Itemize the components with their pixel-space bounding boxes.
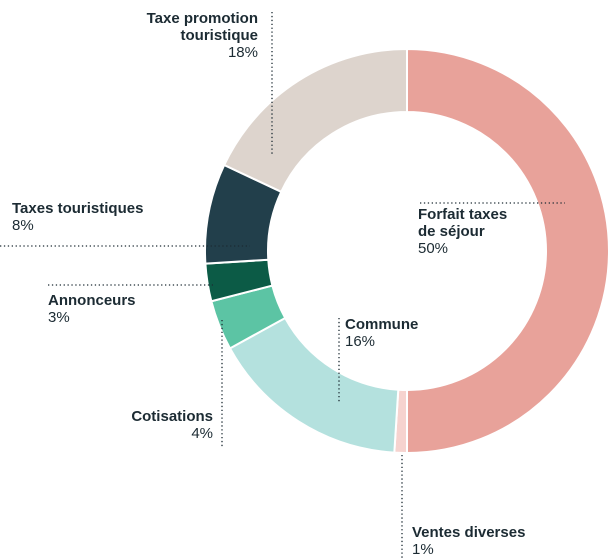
donut-segment bbox=[222, 47, 408, 194]
value-label: 18% bbox=[227, 44, 258, 61]
category-name: Forfait taxes de séjour bbox=[418, 206, 508, 240]
category-name: Taxes touristiques bbox=[12, 200, 144, 217]
segment-label: Commune 16% bbox=[345, 316, 465, 350]
category-name: Annonceurs bbox=[48, 292, 136, 309]
category-name: Commune bbox=[345, 316, 419, 333]
value-label: 50% bbox=[418, 240, 449, 257]
segment-label: Ventes diverses 1% bbox=[412, 524, 592, 558]
value-label: 1% bbox=[412, 541, 434, 558]
segment-label: Cotisations 4% bbox=[93, 408, 213, 442]
value-label: 4% bbox=[191, 425, 213, 442]
segment-label: Taxe promotion touristique 18% bbox=[128, 10, 258, 61]
donut-segment bbox=[406, 47, 608, 455]
category-name: Taxe promotion touristique bbox=[146, 10, 258, 44]
category-name: Cotisations bbox=[131, 408, 213, 425]
segment-label: Annonceurs 3% bbox=[48, 292, 198, 326]
value-label: 3% bbox=[48, 309, 70, 326]
value-label: 16% bbox=[345, 333, 376, 350]
segment-label: Forfait taxes de séjour 50% bbox=[418, 206, 508, 257]
segment-label: Taxes touristiques 8% bbox=[12, 200, 212, 234]
value-label: 8% bbox=[12, 217, 34, 234]
category-name: Ventes diverses bbox=[412, 524, 526, 541]
